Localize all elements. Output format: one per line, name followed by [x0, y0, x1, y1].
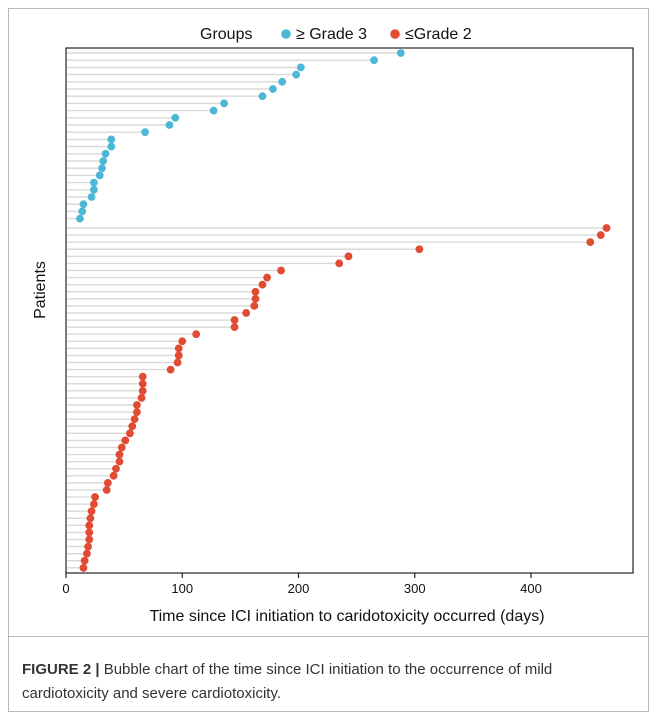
- data-point: [296, 63, 305, 72]
- data-point: [166, 365, 175, 374]
- data-point: [250, 301, 259, 310]
- figure-frame: [8, 8, 649, 712]
- data-point: [220, 99, 229, 108]
- data-point: [596, 231, 605, 239]
- data-point: [112, 464, 120, 473]
- data-point: [396, 49, 405, 57]
- data-point: [242, 309, 251, 317]
- data-point: [344, 252, 353, 261]
- data-point: [107, 142, 116, 151]
- data-point: [370, 56, 378, 65]
- data-point: [107, 135, 116, 144]
- caption-label: FIGURE 2 |: [22, 661, 100, 678]
- data-point: [278, 77, 287, 86]
- data-point: [230, 323, 239, 332]
- caption-divider: [8, 636, 649, 637]
- x-axis: 0 100 200 300 400: [62, 573, 542, 596]
- data-point: [171, 113, 180, 122]
- data-point: [85, 528, 94, 537]
- data-point: [87, 193, 96, 201]
- data-point: [173, 358, 182, 367]
- data-point: [230, 316, 239, 324]
- data-point: [138, 379, 147, 388]
- data-point: [277, 266, 285, 275]
- plot-frame: [65, 47, 634, 574]
- data-point: [99, 157, 108, 165]
- data-point: [121, 436, 130, 445]
- data-point: [263, 273, 272, 282]
- data-point: [95, 171, 104, 180]
- data-point: [90, 500, 98, 509]
- data-point: [138, 386, 147, 395]
- data-point: [209, 106, 218, 115]
- data-point: [141, 128, 149, 137]
- legend: Groups ≥ Grade 3 ≤Grade 2: [200, 26, 472, 43]
- lollipop-chart: Groups ≥ Grade 3 ≤Grade 2 0 100 200 300 400 …: [32, 26, 634, 625]
- data-point: [98, 164, 106, 173]
- data-point: [83, 549, 91, 558]
- legend-label-grade2: ≤Grade 2: [405, 26, 472, 43]
- data-point: [174, 351, 183, 360]
- data-point: [269, 85, 277, 93]
- stems: [67, 52, 607, 569]
- data-point: [115, 450, 124, 459]
- data-point: [174, 344, 183, 353]
- x-tick-label: 200: [288, 581, 310, 596]
- data-point: [292, 70, 301, 79]
- data-point: [415, 245, 424, 254]
- data-point: [115, 457, 124, 466]
- data-point: [251, 294, 260, 303]
- legend-label-grade3: ≥ Grade 3: [296, 26, 367, 43]
- data-point: [335, 259, 344, 268]
- data-point: [102, 486, 111, 494]
- data-point: [87, 507, 96, 516]
- x-tick-label: 0: [62, 581, 69, 596]
- data-point: [90, 178, 98, 187]
- data-point: [85, 535, 94, 544]
- data-point: [101, 149, 110, 158]
- legend-title: Groups: [200, 26, 252, 43]
- data-point: [86, 514, 95, 523]
- data-point: [602, 224, 611, 232]
- data-point: [192, 330, 201, 339]
- x-axis-label: Time since ICI initiation to caridotoxic…: [149, 608, 544, 625]
- data-point: [76, 214, 84, 223]
- data-point: [586, 238, 595, 247]
- x-tick-label: 300: [404, 581, 426, 596]
- data-point: [103, 478, 112, 487]
- data-point: [109, 471, 118, 480]
- data-point: [128, 422, 137, 431]
- data-point: [84, 542, 92, 551]
- legend-marker-grade2: [390, 29, 400, 39]
- data-point: [165, 121, 174, 129]
- data-point: [138, 372, 147, 381]
- data-point: [79, 200, 88, 209]
- data-point: [79, 563, 88, 572]
- data-point: [178, 337, 187, 346]
- data-point: [251, 287, 260, 296]
- data-point: [137, 394, 146, 402]
- data-point: [91, 493, 99, 501]
- data-point: [130, 415, 139, 424]
- data-point: [85, 521, 94, 530]
- y-axis-label: Patients: [32, 261, 49, 319]
- data-point: [258, 92, 267, 101]
- data-point: [78, 207, 87, 216]
- data-point: [258, 280, 267, 289]
- x-tick-label: 400: [520, 581, 542, 596]
- data-point: [90, 185, 98, 194]
- data-point: [117, 443, 126, 452]
- data-point: [133, 408, 141, 416]
- caption-text: Bubble chart of the time since ICI initi…: [22, 661, 553, 702]
- data-point: [80, 556, 89, 565]
- figure-caption: FIGURE 2 | Bubble chart of the time sinc…: [22, 658, 637, 706]
- points: [76, 49, 611, 572]
- legend-marker-grade3: [281, 29, 291, 39]
- data-point: [126, 429, 134, 438]
- x-tick-label: 100: [171, 581, 193, 596]
- data-point: [133, 401, 141, 409]
